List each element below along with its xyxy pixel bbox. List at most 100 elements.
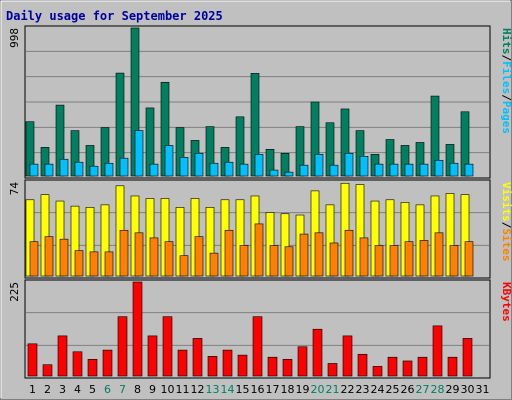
x-label-day-25: 25 xyxy=(386,383,400,396)
bar-files-day-4 xyxy=(74,161,84,177)
bar-kbytes-day-18 xyxy=(282,358,293,377)
bar-kbytes-day-27 xyxy=(417,356,428,377)
legend-hits: Hits xyxy=(500,28,512,55)
bar-files-day-28 xyxy=(434,159,444,177)
bar-files-day-24 xyxy=(374,163,384,177)
bar-sites-day-18 xyxy=(284,246,294,277)
panel-visits-sites: 74 Visits/Sites xyxy=(8,179,512,279)
bar-sites-day-23 xyxy=(359,237,369,277)
legend-kbytes: KBytes xyxy=(500,282,512,322)
bar-files-day-9 xyxy=(149,163,159,177)
bar-files-day-14 xyxy=(224,161,234,177)
bar-files-day-2 xyxy=(44,163,54,177)
x-label-day-5: 5 xyxy=(89,383,96,396)
x-label-day-3: 3 xyxy=(59,383,66,396)
bar-kbytes-day-10 xyxy=(162,316,173,377)
bar-kbytes-day-2 xyxy=(42,364,53,377)
x-label-day-20: 20 xyxy=(311,383,325,396)
x-label-day-15: 15 xyxy=(236,383,250,396)
bar-files-day-20 xyxy=(314,154,324,177)
x-label-day-12: 12 xyxy=(191,383,205,396)
bar-kbytes-day-7 xyxy=(117,316,128,377)
bar-kbytes-day-3 xyxy=(57,335,68,377)
bar-sites-day-22 xyxy=(344,229,354,277)
bar-kbytes-day-21 xyxy=(327,363,338,377)
x-label-day-2: 2 xyxy=(44,383,51,396)
legend-hits-files: Hits/Files/Pages xyxy=(500,28,512,134)
bar-kbytes-day-9 xyxy=(147,335,158,377)
bar-files-day-6 xyxy=(104,162,114,177)
panels: 998 Hits/Files/Pages 74 Visits/Sites 225 KByt… xyxy=(8,25,512,379)
x-label-day-19: 19 xyxy=(296,383,310,396)
bar-sites-day-29 xyxy=(449,245,459,277)
bar-sites-day-17 xyxy=(269,245,279,277)
x-label-day-24: 24 xyxy=(371,383,385,396)
bar-kbytes-day-20 xyxy=(312,328,323,377)
x-label-day-27: 27 xyxy=(416,383,430,396)
x-label-day-22: 22 xyxy=(341,383,355,396)
bar-kbytes-day-12 xyxy=(192,338,203,377)
bar-files-day-27 xyxy=(419,163,429,177)
bar-sites-day-26 xyxy=(404,241,414,277)
x-axis-labels: 1 2 3 4 5 6 7 8 9 10 11 12 13 14 15 16 17 18 19 20 21 22 23 24 2… xyxy=(29,383,490,396)
bar-sites-day-2 xyxy=(44,236,54,277)
bar-kbytes-day-1 xyxy=(27,343,38,377)
bar-files-day-29 xyxy=(449,162,459,177)
bar-kbytes-day-30 xyxy=(462,338,473,377)
x-label-day-7: 7 xyxy=(119,383,126,396)
bar-sites-day-27 xyxy=(419,240,429,277)
bar-files-day-10 xyxy=(164,145,174,177)
bar-kbytes-day-29 xyxy=(447,356,458,377)
x-label-day-16: 16 xyxy=(251,383,265,396)
legend-sites: Sites xyxy=(500,228,512,261)
bar-files-day-22 xyxy=(344,153,354,177)
bar-sites-day-1 xyxy=(29,241,39,277)
bar-files-day-11 xyxy=(179,157,189,177)
bar-sites-day-5 xyxy=(89,251,99,277)
x-label-day-14: 14 xyxy=(221,383,235,396)
bar-sites-day-12 xyxy=(194,236,204,277)
legend-visits-sites: Visits/Sites xyxy=(500,182,512,262)
panel-kbytes: 225 KBytes xyxy=(8,279,512,379)
bar-kbytes-day-24 xyxy=(372,366,383,377)
bar-kbytes-day-23 xyxy=(357,353,368,377)
bar-files-day-8 xyxy=(134,130,144,177)
x-label-day-31: 31 xyxy=(476,383,490,396)
bar-kbytes-day-22 xyxy=(342,335,353,377)
bar-kbytes-day-13 xyxy=(207,356,218,377)
bar-sites-day-30 xyxy=(464,241,474,277)
y-max-label: 225 xyxy=(8,282,21,302)
bar-files-day-30 xyxy=(464,163,474,177)
x-label-day-26: 26 xyxy=(401,383,415,396)
bar-kbytes-day-4 xyxy=(72,351,83,377)
y-max-label: 998 xyxy=(8,28,21,48)
bar-kbytes-day-16 xyxy=(252,316,263,377)
bar-files-day-12 xyxy=(194,153,204,177)
bar-kbytes-day-6 xyxy=(102,349,113,377)
bar-sites-day-4 xyxy=(74,250,84,277)
legend-kbytes: KBytes xyxy=(500,282,512,322)
x-label-day-9: 9 xyxy=(149,383,156,396)
bar-files-day-7 xyxy=(119,157,129,177)
bar-sites-day-8 xyxy=(134,232,144,277)
bar-sites-day-19 xyxy=(299,233,309,277)
bar-files-day-19 xyxy=(299,164,309,177)
x-label-day-4: 4 xyxy=(74,383,81,396)
bar-kbytes-day-5 xyxy=(87,358,98,377)
bar-sites-day-16 xyxy=(254,223,264,277)
bar-files-day-18 xyxy=(284,171,294,177)
x-label-day-6: 6 xyxy=(104,383,111,396)
bar-kbytes-day-19 xyxy=(297,346,308,377)
bar-sites-day-11 xyxy=(179,255,189,277)
bar-files-day-16 xyxy=(254,154,264,177)
bar-kbytes-day-25 xyxy=(387,356,398,377)
bar-files-day-23 xyxy=(359,155,369,177)
x-label-day-18: 18 xyxy=(281,383,295,396)
bar-kbytes-day-14 xyxy=(222,349,233,377)
bar-files-day-5 xyxy=(89,165,99,177)
bar-sites-day-6 xyxy=(104,251,114,277)
x-label-day-13: 13 xyxy=(206,383,220,396)
bar-kbytes-day-15 xyxy=(237,354,248,377)
